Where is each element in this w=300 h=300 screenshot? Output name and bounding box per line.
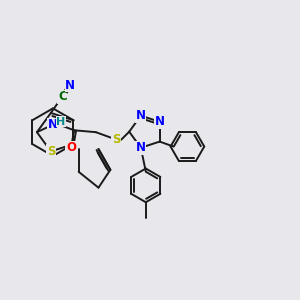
Text: N: N [136,109,146,122]
Text: S: S [112,133,121,146]
Text: C: C [58,90,67,103]
Text: O: O [66,141,76,154]
Text: N: N [48,118,58,131]
Text: S: S [46,145,55,158]
Text: N: N [136,141,146,154]
Text: N: N [155,115,165,128]
Text: H: H [56,117,66,127]
Text: N: N [65,79,75,92]
